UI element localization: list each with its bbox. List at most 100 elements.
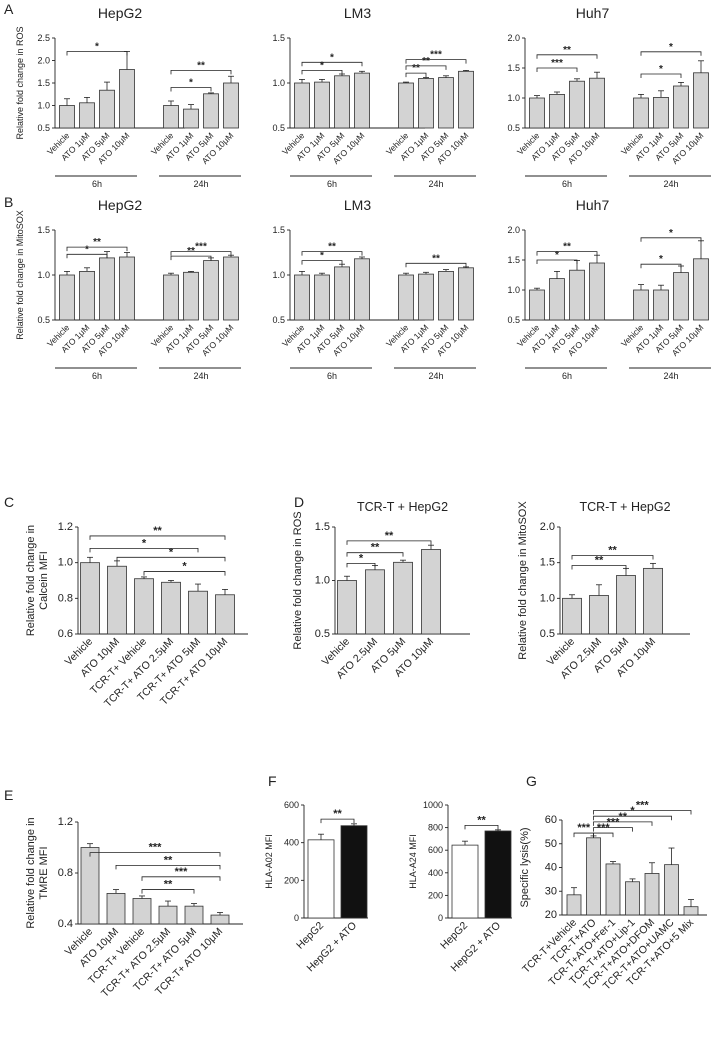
chart-a1: A HepG2 0.5 1.0 1.5 2.0 2.5 Relative fold chang… (4, 1, 241, 189)
y-axis-label: HLA-A24 MFI (408, 834, 418, 889)
bar (106, 893, 126, 925)
bar (633, 289, 649, 321)
bar (586, 837, 601, 916)
significance-bracket (141, 889, 195, 894)
chart-title: LM3 (344, 197, 371, 213)
panel-label-c: C (4, 494, 14, 510)
category-label: HepG2 (294, 920, 326, 952)
significance-bracket (593, 815, 672, 821)
y-tick-label: 1.2 (58, 521, 73, 533)
significance-stars: ** (563, 242, 571, 253)
bar (354, 72, 370, 129)
significance-bracket (536, 54, 598, 59)
y-tick-label: 1000 (423, 800, 443, 810)
significance-stars: *** (149, 842, 163, 854)
bar (398, 274, 414, 321)
y-tick-label: 0.5 (507, 123, 520, 133)
group-label: 24h (428, 371, 443, 381)
bar (418, 78, 434, 129)
significance-stars: ** (412, 63, 420, 74)
significance-bracket (571, 555, 654, 560)
bar (393, 561, 413, 635)
panel-label-d: D (294, 494, 304, 510)
y-tick-label: 0.5 (272, 315, 285, 325)
bar (337, 580, 357, 635)
bar (529, 289, 545, 321)
significance-bracket (301, 251, 363, 256)
y-tick-label: 60 (545, 814, 557, 826)
significance-stars: * (95, 42, 99, 53)
y-axis-label: Specific lysis(%) (519, 827, 531, 907)
y-tick-label: 1.5 (37, 225, 50, 235)
significance-bracket (405, 72, 427, 78)
bar (99, 89, 115, 129)
bar (79, 102, 95, 129)
chart-title: HepG2 (98, 197, 143, 213)
group-label: 6h (92, 179, 102, 189)
bar (107, 565, 127, 635)
significance-stars: *** (430, 50, 442, 61)
significance-bracket (66, 246, 128, 252)
group-label: 6h (562, 371, 572, 381)
y-axis-label: Relative fold change inCalcein MFI (25, 525, 50, 636)
bar (163, 105, 179, 129)
significance-bracket (66, 253, 108, 259)
y-tick-label: 0.5 (272, 123, 285, 133)
significance-stars: *** (195, 242, 207, 253)
panel-label-g: G (526, 773, 537, 789)
chart-d2: TCR-T + HepG2 0.5 1.0 1.5 2.0 Relative fold c… (517, 500, 690, 682)
significance-stars: ** (432, 253, 440, 264)
y-tick-label: 1.5 (315, 521, 330, 533)
y-tick-label: 0.5 (37, 315, 50, 325)
bar (693, 258, 709, 321)
bar (158, 905, 178, 925)
bar (80, 562, 100, 635)
significance-stars: *** (597, 822, 611, 834)
group-label: 6h (327, 371, 337, 381)
significance-stars: ** (93, 237, 101, 248)
bar (653, 289, 669, 321)
chart-d1: D TCR-T + HepG2 0.5 1.0 1.5 Relative fold cha… (292, 494, 470, 682)
y-tick-label: 1.5 (540, 557, 555, 569)
significance-stars: * (630, 805, 635, 817)
significance-bracket (593, 827, 633, 832)
significance-stars: * (669, 42, 673, 53)
panel-label-a: A (4, 1, 14, 17)
bar (589, 595, 609, 635)
panel-label-f: F (268, 773, 277, 789)
bar (569, 269, 585, 321)
significance-stars: *** (551, 58, 563, 69)
significance-stars: *** (175, 866, 189, 878)
bar (633, 97, 649, 129)
y-tick-label: 1.0 (37, 270, 50, 280)
y-tick-label: 1.5 (272, 33, 285, 43)
panel-label-e: E (4, 787, 13, 803)
y-tick-label: 2.0 (507, 33, 520, 43)
y-tick-label: 0.4 (58, 918, 73, 930)
significance-stars: * (189, 78, 193, 89)
panel-label-b: B (4, 194, 13, 210)
bar (314, 81, 330, 129)
significance-bracket (536, 251, 598, 256)
y-tick-label: 2.0 (540, 521, 555, 533)
y-tick-label: 400 (284, 838, 299, 848)
y-tick-label: 1.0 (37, 101, 50, 111)
significance-stars: * (142, 537, 147, 549)
significance-bracket (640, 73, 682, 78)
bar (161, 581, 181, 635)
significance-bracket (301, 61, 363, 67)
significance-bracket (143, 571, 226, 576)
bar (421, 549, 441, 635)
bar (210, 914, 230, 925)
significance-stars: * (359, 552, 364, 564)
bar (458, 267, 474, 321)
bar (562, 597, 582, 635)
y-tick-label: 200 (284, 875, 299, 885)
significance-stars: * (659, 64, 663, 75)
y-tick-label: 0.8 (58, 592, 73, 604)
significance-stars: ** (333, 808, 342, 820)
significance-bracket (640, 51, 702, 56)
